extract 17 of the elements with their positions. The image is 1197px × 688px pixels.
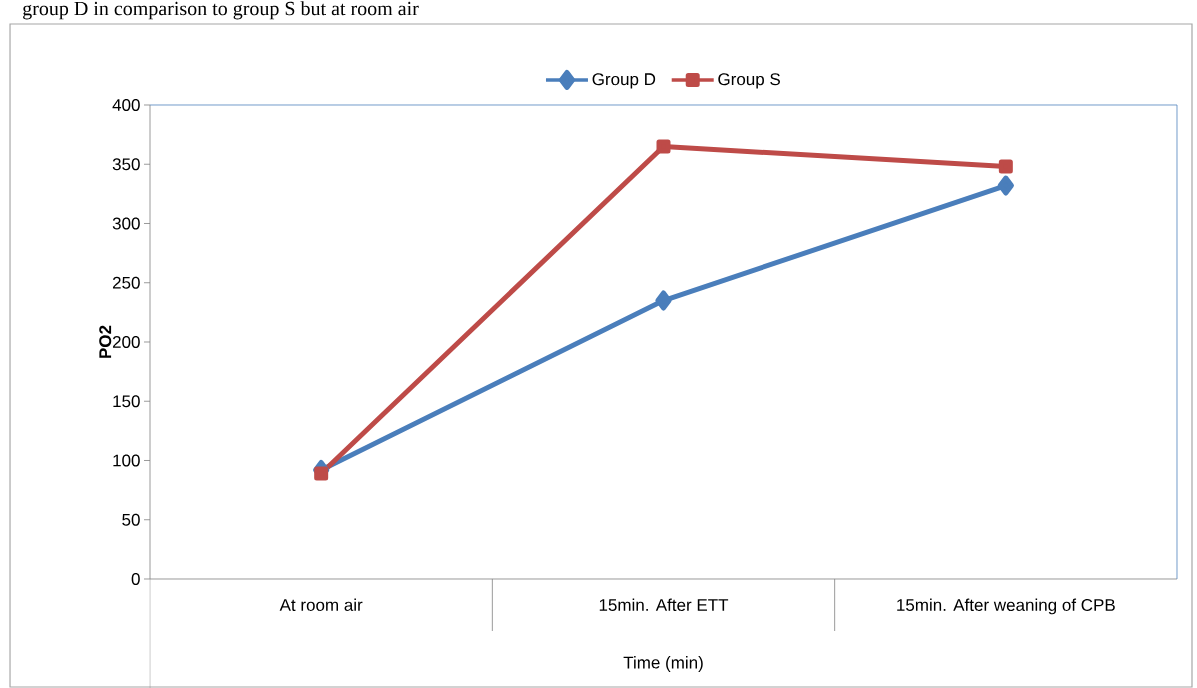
y-tick-label: 300 (112, 217, 140, 230)
x-tick-label: 15min. After weaning of CPB (897, 598, 1115, 615)
y-tick-label: 0 (131, 572, 140, 586)
y-tick-label: 400 (112, 98, 140, 112)
text: group D in comparison to group S but at room air (23, 1, 419, 20)
x-tick-label: 15min. After ETT (599, 598, 729, 612)
legend-label: Group S (718, 73, 780, 89)
x-tick-label: At room air (279, 598, 363, 612)
y-tick-label: 50 (122, 513, 140, 526)
y-tick-label: 200 (112, 335, 140, 349)
legend-label: Group D (592, 73, 656, 89)
y-tick-label: 100 (113, 454, 140, 467)
y-axis-title: PO2 (99, 325, 112, 358)
y-tick-label: 150 (113, 395, 140, 408)
y-tick-label: 350 (112, 158, 140, 171)
y-tick-label: 250 (112, 276, 140, 289)
x-axis-title: Time (min) (623, 656, 703, 672)
